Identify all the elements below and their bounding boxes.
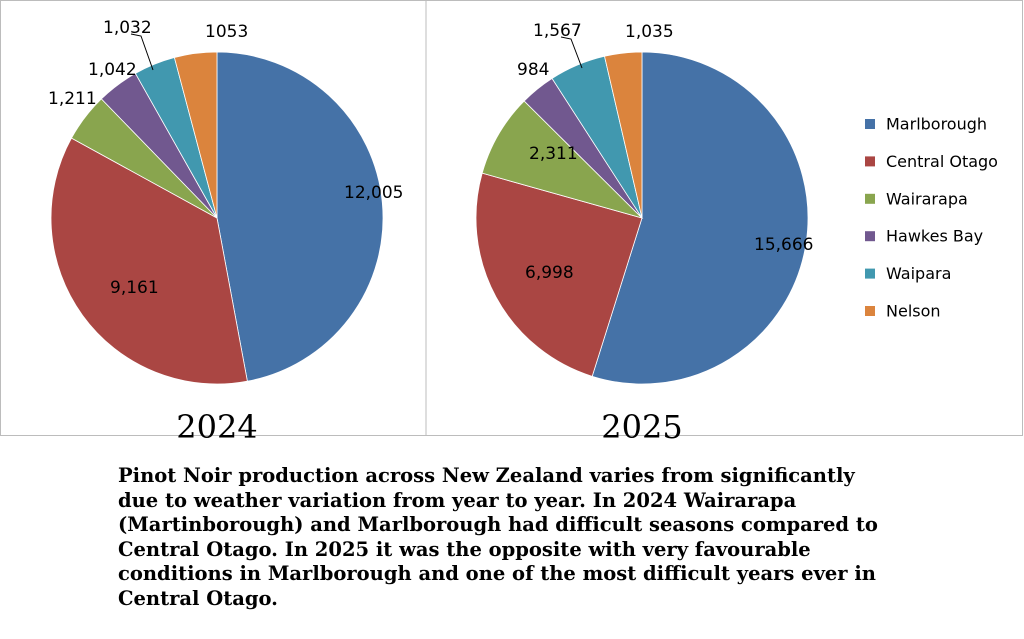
data-label-marlborough: 15,666 bbox=[754, 235, 813, 255]
pie-slice-central-otago bbox=[475, 172, 643, 377]
pie-slice-nelson bbox=[604, 51, 643, 219]
legend-swatch-waipara bbox=[865, 268, 875, 279]
data-label-nelson: 1,035 bbox=[625, 22, 674, 42]
pie-slice-marlborough bbox=[216, 51, 384, 382]
legend-swatch-hawkes-bay bbox=[865, 231, 875, 242]
data-label-nelson: 1053 bbox=[205, 22, 248, 42]
pie-slice-central-otago bbox=[50, 137, 248, 385]
legend-label-wairarapa: Wairarapa bbox=[886, 189, 968, 208]
legend-swatch-wairarapa bbox=[865, 193, 875, 204]
caption-text: Pinot Noir production across New Zealand… bbox=[118, 464, 878, 610]
leader-line-waipara bbox=[130, 33, 154, 71]
data-label-waipara: 1,032 bbox=[103, 18, 152, 38]
pie-chart-2024: 12,005 9,161 1,211 1,042 1,032 1053 2024 bbox=[48, 18, 403, 446]
pie-charts-figure: 12,005 9,161 1,211 1,042 1,032 1053 2024 15,66… bbox=[0, 0, 1023, 446]
legend-label-nelson: Nelson bbox=[886, 302, 941, 321]
legend-label-marlborough: Marlborough bbox=[886, 115, 987, 134]
leader-line-waipara bbox=[560, 36, 583, 69]
legend-label-hawkes-bay: Hawkes Bay bbox=[886, 227, 983, 246]
data-label-waipara: 1,567 bbox=[533, 21, 582, 41]
legend-label-central-otago: Central Otago bbox=[886, 152, 998, 171]
legend-swatch-central-otago bbox=[865, 156, 875, 167]
data-label-wairarapa: 2,311 bbox=[529, 144, 578, 164]
chart-legend: Marlborough Central Otago Wairarapa Hawkes … bbox=[865, 115, 998, 321]
data-label-central-otago: 9,161 bbox=[110, 278, 159, 298]
legend-label-waipara: Waipara bbox=[886, 264, 951, 283]
pie-slice-nelson bbox=[173, 51, 218, 219]
pie-chart-2025: 15,666 6,998 2,311 984 1,567 1,035 2025 bbox=[475, 21, 813, 446]
data-label-wairarapa: 1,211 bbox=[48, 89, 97, 109]
data-label-marlborough: 12,005 bbox=[344, 183, 403, 203]
pie-slice-marlborough bbox=[591, 51, 809, 385]
legend-swatch-nelson bbox=[865, 306, 875, 316]
data-label-hawkes-bay: 1,042 bbox=[88, 60, 137, 80]
legend-swatch-marlborough bbox=[865, 119, 875, 129]
data-label-central-otago: 6,998 bbox=[525, 263, 574, 283]
chart-title: 2025 bbox=[601, 408, 682, 446]
data-label-hawkes-bay: 984 bbox=[517, 60, 549, 80]
chart-title: 2024 bbox=[176, 408, 257, 446]
